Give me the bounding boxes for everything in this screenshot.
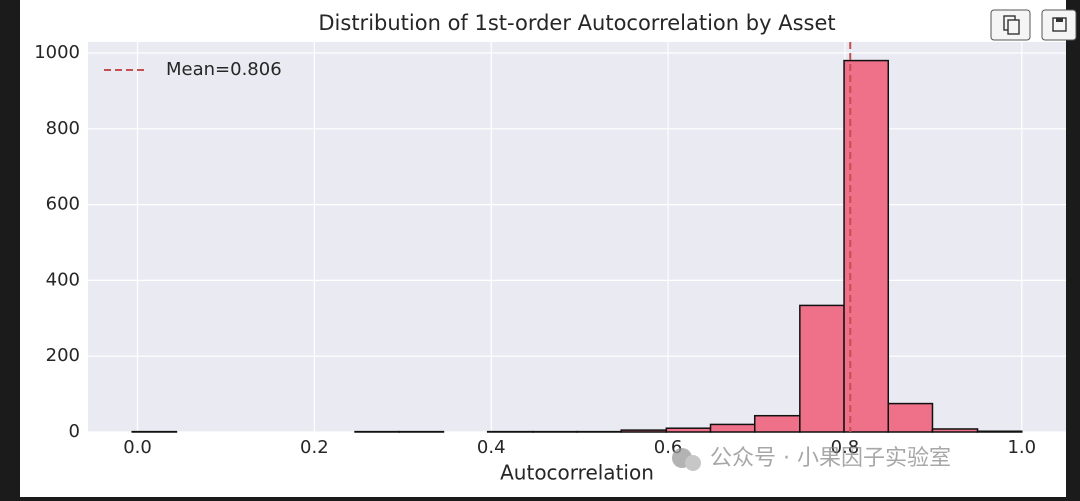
bar: [620, 429, 668, 433]
bar: [753, 414, 801, 433]
legend: Mean=0.806: [104, 59, 282, 80]
copy-button[interactable]: [990, 9, 1031, 41]
x-tick-label: 0.0: [123, 437, 152, 458]
x-tick-label: 0.4: [477, 437, 506, 458]
y-tick-label: 1000: [34, 42, 80, 63]
bar: [976, 430, 1023, 433]
copy-icon: [1007, 19, 1020, 35]
bar: [799, 304, 845, 433]
bar: [931, 428, 979, 433]
bar: [843, 59, 890, 433]
x-tick-label: 1.0: [1007, 437, 1036, 458]
y-tick-label: 600: [46, 194, 80, 215]
plot-area: [88, 42, 1066, 432]
y-tick-label: 800: [46, 118, 80, 139]
bar: [887, 402, 934, 433]
watermark: 公众号 · 小果因子实验室: [672, 446, 951, 471]
x-tick-label: 0.2: [300, 437, 329, 458]
chart-title: Distribution of 1st-order Autocorrelatio…: [318, 11, 835, 35]
x-axis-label: Autocorrelation: [500, 461, 654, 485]
bar: [665, 427, 712, 433]
legend-label: Mean=0.806: [166, 59, 282, 80]
watermark-text: 公众号 · 小果因子实验室: [710, 446, 951, 471]
save-icon: [1056, 18, 1063, 22]
watermark-icon: [685, 455, 701, 471]
y-tick-label: 400: [46, 269, 80, 290]
y-tick-label: 200: [46, 345, 80, 366]
x-tick-label: 0.8: [831, 437, 860, 458]
save-button[interactable]: [1041, 9, 1077, 41]
bar: [709, 423, 756, 433]
y-tick-label: 0: [69, 421, 80, 442]
save-button-frame[interactable]: [1041, 9, 1077, 41]
